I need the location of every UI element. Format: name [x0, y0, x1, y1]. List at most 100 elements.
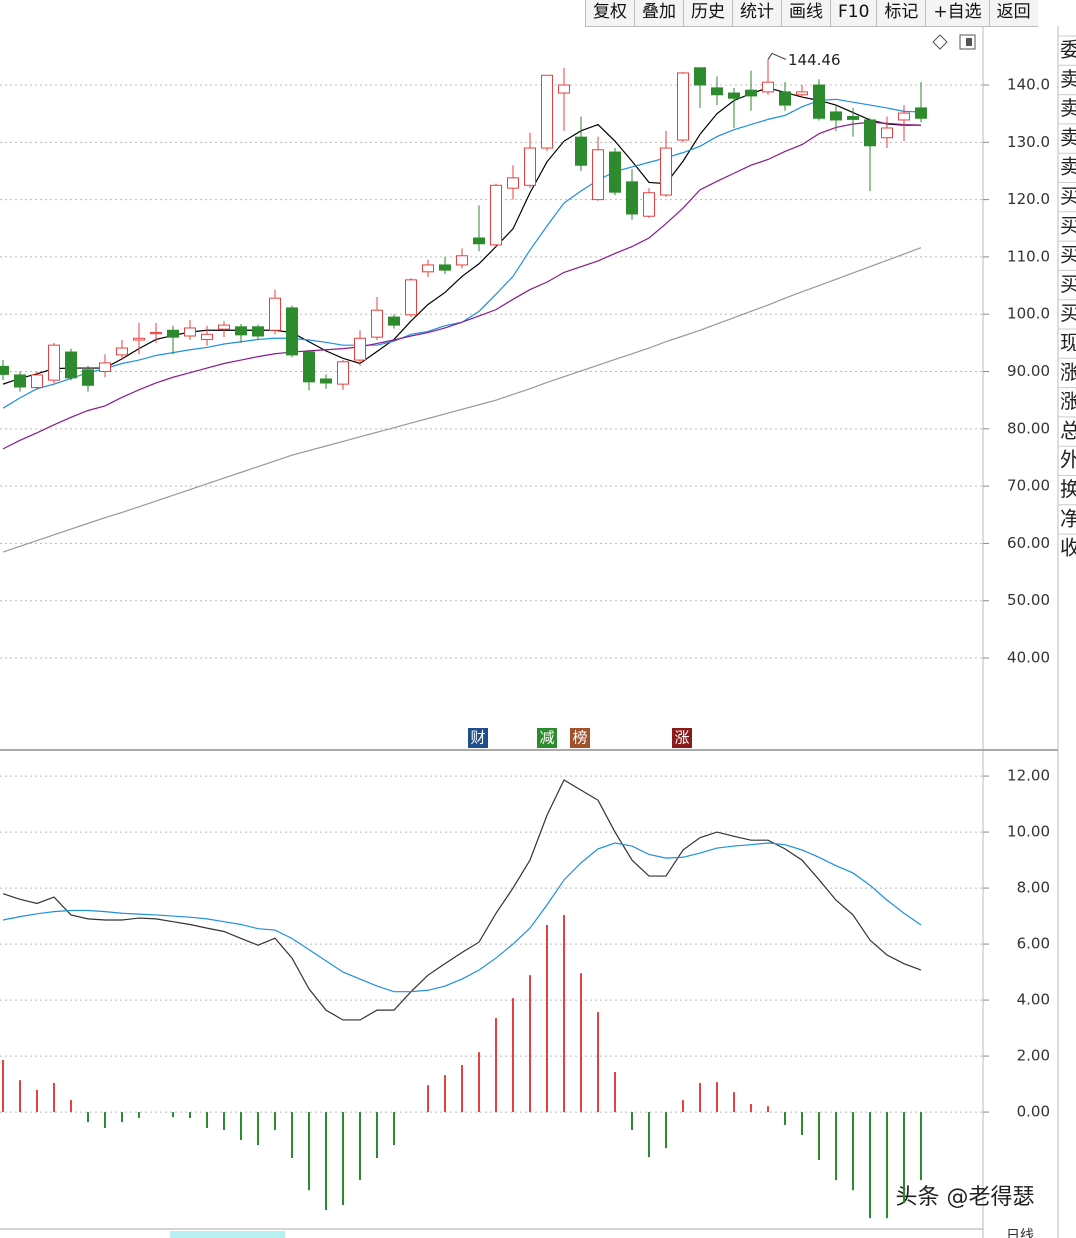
candle-body: [779, 91, 791, 106]
candle-body: [133, 337, 145, 341]
y-tick-label: 120.0: [1007, 190, 1050, 208]
sidebar-label: 买: [1060, 272, 1076, 296]
candle-body: [252, 326, 264, 337]
y-tick-label: 10.00: [1007, 823, 1050, 841]
candle-body: [31, 374, 43, 389]
candle-body: [218, 324, 230, 330]
indicator-line: [2, 779, 922, 1021]
y-tick-label: 40.00: [1007, 649, 1050, 667]
candle-body: [609, 151, 621, 193]
window-icon: [959, 34, 976, 50]
y-tick-label: 12.00: [1007, 767, 1050, 785]
candle-body: [558, 84, 570, 94]
candle-body: [371, 309, 383, 338]
event-marker: [537, 728, 557, 748]
candle-body: [184, 327, 196, 337]
candle-body: [456, 255, 468, 266]
candle-body: [201, 333, 213, 340]
sidebar-label: 卖: [1060, 155, 1076, 179]
toolbar-button[interactable]: +自选: [925, 0, 988, 26]
candle-body: [813, 84, 825, 119]
y-tick-label: 130.0: [1007, 133, 1050, 151]
candle-body: [626, 181, 638, 215]
indicator-line: [2, 121, 922, 450]
toolbar-button[interactable]: 统计: [732, 0, 781, 26]
sidebar-label: 卖: [1060, 125, 1076, 149]
candle-body: [320, 378, 332, 384]
toolbar-button[interactable]: 历史: [683, 0, 732, 26]
candle-body: [82, 369, 94, 386]
candle-body: [796, 91, 808, 96]
candle-body: [405, 279, 417, 316]
candle-body: [694, 67, 706, 86]
y-tick-label: 90.00: [1007, 362, 1050, 380]
y-tick-label: 70.00: [1007, 477, 1050, 495]
candle-body: [830, 111, 842, 121]
y-tick-label: 6.00: [1017, 935, 1050, 953]
candle-body: [728, 92, 740, 99]
event-marker-label: 榜: [572, 729, 587, 747]
sidebar-label: 收: [1060, 536, 1076, 560]
sidebar-label: 净: [1060, 506, 1076, 530]
candle-body: [337, 361, 349, 385]
candle-body: [660, 147, 672, 196]
date-box: [170, 1231, 285, 1238]
toolbar-button[interactable]: 返回: [988, 0, 1038, 26]
candle-body: [524, 147, 536, 186]
candle-body: [150, 332, 162, 335]
period-label: 日线: [1006, 1228, 1034, 1238]
event-marker: [468, 728, 488, 748]
candle-body: [490, 184, 502, 246]
candle-body: [915, 107, 927, 119]
candle-body: [762, 81, 774, 93]
candle-body: [541, 74, 553, 149]
sidebar-label: 买: [1060, 213, 1076, 237]
toolbar: 复权 叠加 历史 统计 画线 F10 标记 +自选 返回: [585, 0, 1038, 27]
y-tick-label: 100.0: [1007, 305, 1050, 323]
toolbar-button[interactable]: 叠加: [634, 0, 683, 26]
candle-body: [388, 316, 400, 326]
candle-body: [711, 87, 723, 96]
candle-body: [99, 362, 111, 373]
candle-body: [677, 72, 689, 141]
candle-body: [592, 149, 604, 201]
candle-body: [48, 344, 60, 381]
y-tick-label: 4.00: [1017, 991, 1050, 1009]
candle-body: [269, 297, 281, 331]
candle-body: [439, 264, 451, 271]
y-tick-label: 0.00: [1017, 1103, 1050, 1121]
sidebar-label: 买: [1060, 184, 1076, 208]
window-icon-inner: [966, 38, 972, 46]
y-tick-label: 8.00: [1017, 879, 1050, 897]
candle-body: [507, 177, 519, 189]
sidebar-label: 涨: [1060, 389, 1076, 413]
sidebar-label: 买: [1060, 301, 1076, 325]
sidebar-label: 总: [1060, 418, 1076, 442]
candle-body: [881, 127, 893, 139]
candle-body: [422, 264, 434, 273]
y-tick-label: 50.00: [1007, 591, 1050, 609]
diamond-icon: [932, 34, 948, 50]
max-pointer: [767, 52, 787, 60]
y-tick-label: 60.00: [1007, 534, 1050, 552]
candle-body: [14, 374, 26, 388]
sidebar-label: 换: [1060, 477, 1076, 501]
candle-body: [116, 347, 128, 356]
event-marker-label: 减: [539, 729, 554, 747]
toolbar-button[interactable]: F10: [830, 0, 876, 26]
candle-body: [65, 351, 77, 379]
toolbar-button[interactable]: 复权: [585, 0, 634, 26]
event-marker: [570, 728, 590, 748]
event-marker-label: 涨: [674, 729, 689, 747]
candle-body: [847, 116, 859, 120]
event-marker: [672, 728, 692, 748]
toolbar-button[interactable]: 标记: [876, 0, 925, 26]
candle-body: [235, 326, 247, 336]
sidebar-label: 现: [1060, 331, 1076, 355]
toolbar-button[interactable]: 画线: [781, 0, 830, 26]
y-tick-label: 2.00: [1017, 1047, 1050, 1065]
candle-body: [745, 89, 757, 97]
y-tick-label: 110.0: [1007, 247, 1050, 265]
sidebar-label: 委: [1060, 38, 1076, 62]
